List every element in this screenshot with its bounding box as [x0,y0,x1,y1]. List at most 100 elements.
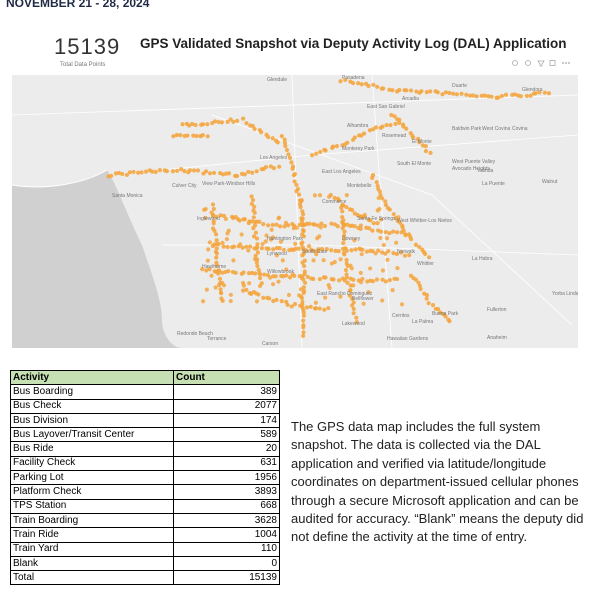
map-point [254,260,259,265]
map-point [200,133,205,138]
map-point [157,167,163,173]
map-point [247,244,253,249]
map-point [417,139,422,145]
map-point [336,198,342,203]
map-point [246,221,251,226]
map-point [317,277,323,282]
map-point [271,298,276,304]
map-point [358,223,364,228]
map-point [443,90,448,95]
table-cell: Bus Check [10,398,174,414]
map-label: Lakewood [342,321,365,327]
table-row: Activity Count [10,369,280,386]
map-point [297,222,302,227]
map-point [380,196,385,201]
map-label: Arcadia [402,96,419,102]
map-point [202,207,207,212]
map-point [127,170,132,175]
map-point [340,209,345,214]
map-point [234,173,240,179]
map-point [312,248,317,254]
map-point [471,93,476,98]
map-point [287,155,293,160]
map-label: Avocado Heights [452,166,490,172]
map-point [326,283,331,288]
map-label: Cerritos [392,313,410,319]
map-point [479,93,484,98]
map-point [324,246,329,252]
map-point [291,247,296,253]
map-point [315,236,320,241]
map-point [235,118,240,123]
map-point [284,147,290,153]
map-point [210,202,216,207]
map-point [378,217,384,222]
table-row: Platform Check 3893 [10,484,280,500]
map-point [212,228,217,233]
map-point [240,280,246,286]
map-point [120,171,125,177]
map-point [408,88,414,93]
table-row: Bus Layover/Transit Center 589 [10,427,280,443]
map-point [211,221,216,226]
map-point [305,274,310,280]
map-point [301,234,306,239]
map-point [257,270,262,276]
map-label: Huntington Park [267,236,303,242]
map-point [182,169,187,174]
map-point [254,169,259,174]
map-point [329,221,334,226]
map-point [389,112,394,118]
map-point [179,167,184,172]
map-point [341,240,346,246]
map-point [249,201,254,206]
map-point [244,121,249,126]
map-point [109,173,114,178]
map-point [211,206,216,212]
map-point [218,287,223,292]
map-point [354,315,359,320]
table-cell: Train Yard [10,541,174,557]
map-label: Walnut [542,179,558,185]
map-point [330,144,336,149]
map-point [376,195,381,201]
map-point [341,218,346,223]
map-point [270,136,275,141]
map-point [387,230,392,236]
map-point [319,247,325,252]
map-point [302,263,307,269]
map-point [380,298,385,303]
map-point [300,260,305,265]
map-point [311,258,316,263]
map-label: Carson [262,341,278,347]
map-point [242,217,247,222]
table-row: Bus Ride 20 [10,441,280,457]
table-cell: 589 [173,427,280,443]
map-point [396,215,401,220]
map-point [451,91,456,96]
map-point [207,240,212,245]
map-point [298,287,304,292]
map-point [524,93,530,99]
map-point [375,84,380,89]
map-point [299,216,304,221]
map-point [343,268,349,273]
map-point [200,267,205,272]
map-point [359,82,364,87]
map-point [395,117,400,122]
map-label: Alhambra [347,123,369,129]
map-point [306,243,312,249]
map-point [301,310,306,315]
map-point [212,119,218,124]
map-point [349,248,354,253]
map-point [263,239,268,244]
map-point [264,233,269,238]
map-point [417,283,422,288]
map-point [274,297,279,303]
map-point [342,252,347,257]
table-row: Train Ride 1004 [10,527,280,543]
map-point [238,242,243,247]
map-point [266,246,271,251]
table-cell: Bus Layover/Transit Center [10,427,174,443]
map-point [314,252,319,257]
